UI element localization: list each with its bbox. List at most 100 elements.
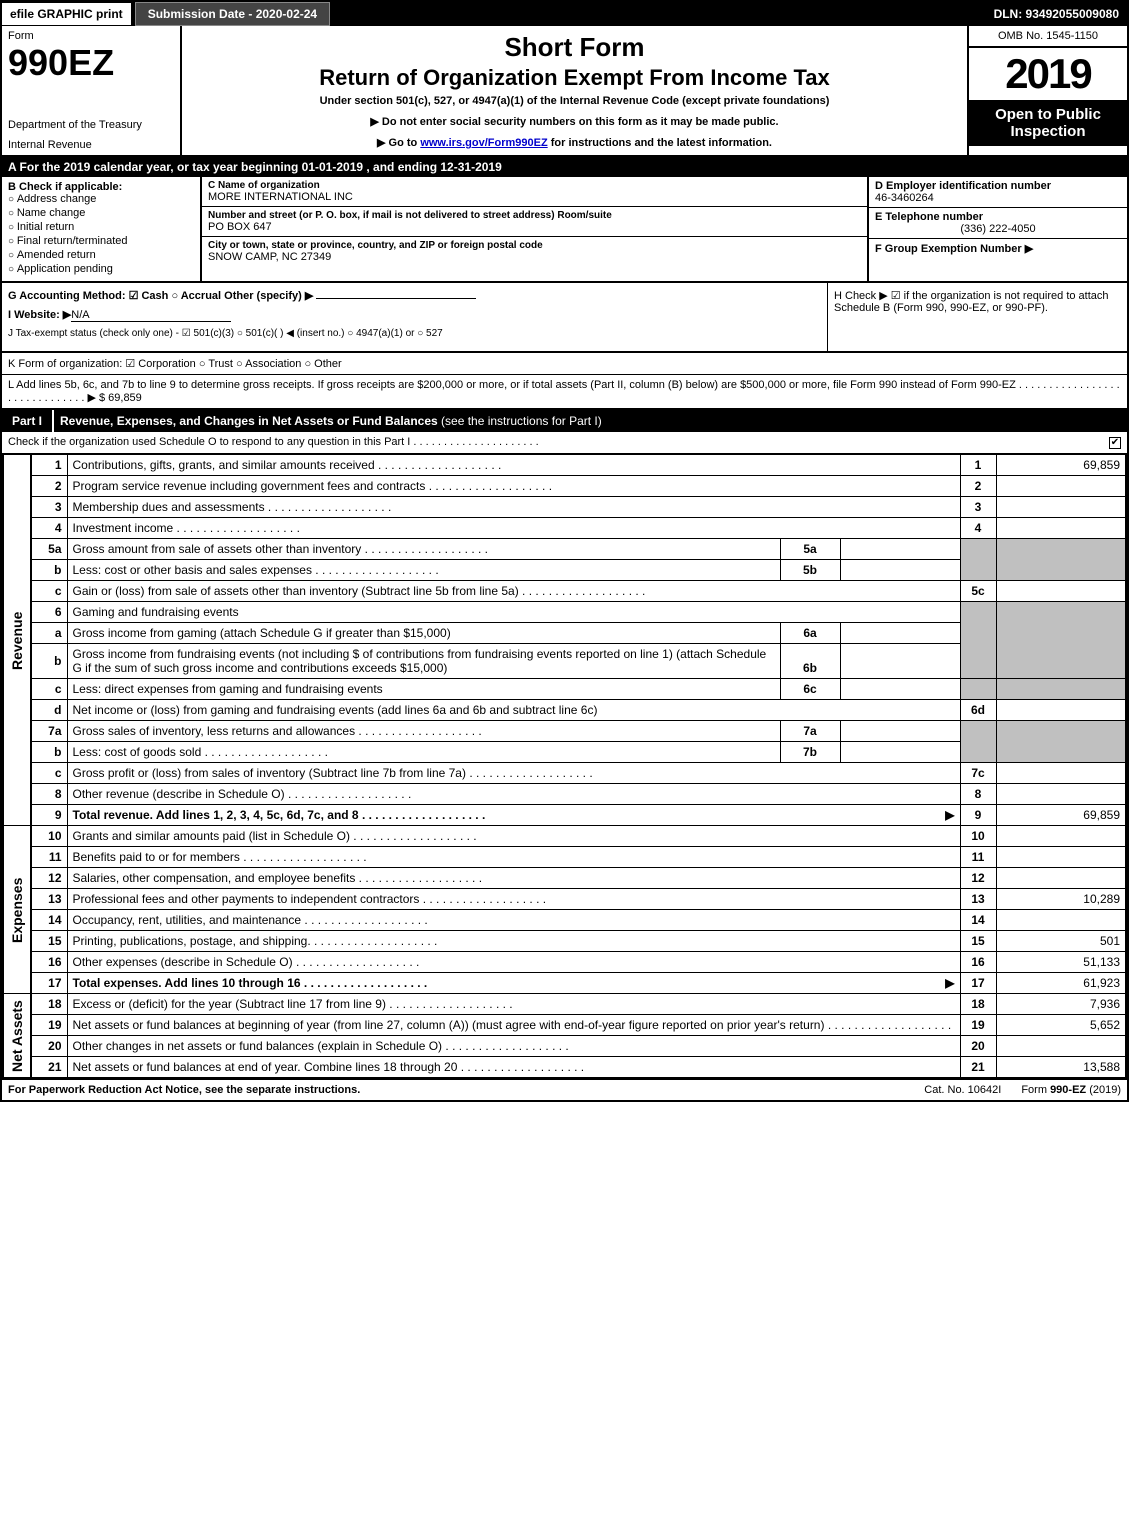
goto-pre: ▶ Go to xyxy=(377,137,420,149)
line-20-value xyxy=(996,1036,1126,1057)
line-5a-num: 5a xyxy=(31,539,67,560)
line-3-desc: Membership dues and assessments xyxy=(67,497,960,518)
accounting-website-block: G Accounting Method: ☑ Cash ○ Accrual Ot… xyxy=(2,283,1127,353)
org-info-block: B Check if applicable: Address change Na… xyxy=(2,177,1127,283)
line-18-value: 7,936 xyxy=(996,994,1126,1015)
line-5a-desc: Gross amount from sale of assets other t… xyxy=(67,539,780,560)
tax-period-row: A For the 2019 calendar year, or tax yea… xyxy=(2,157,1127,177)
goto-post: for instructions and the latest informat… xyxy=(548,137,772,149)
line-9-num: 9 xyxy=(31,805,67,826)
g-other-input[interactable] xyxy=(316,298,476,299)
line-10-desc: Grants and similar amounts paid (list in… xyxy=(67,826,960,847)
line-8-rbox: 8 xyxy=(960,784,996,805)
line-9-row: 9 Total revenue. Add lines 1, 2, 3, 4, 5… xyxy=(3,805,1126,826)
line-11-rbox: 11 xyxy=(960,847,996,868)
line-16-row: 16 Other expenses (describe in Schedule … xyxy=(3,952,1126,973)
line-7a-desc: Gross sales of inventory, less returns a… xyxy=(67,721,780,742)
phone-value: (336) 222-4050 xyxy=(875,223,1121,235)
line-18-desc: Excess or (deficit) for the year (Subtra… xyxy=(67,994,960,1015)
line-13-num: 13 xyxy=(31,889,67,910)
line-5b-subval xyxy=(840,560,960,581)
line-20-rbox: 20 xyxy=(960,1036,996,1057)
line-7b-subbox: 7b xyxy=(780,742,840,763)
line-8-num: 8 xyxy=(31,784,67,805)
part-1-title-bold: Revenue, Expenses, and Changes in Net As… xyxy=(60,414,438,428)
line-7b-desc: Less: cost of goods sold xyxy=(67,742,780,763)
info-right: D Employer identification number 46-3460… xyxy=(867,177,1127,281)
line-9-rbox: 9 xyxy=(960,805,996,826)
part-1-title-rest: (see the instructions for Part I) xyxy=(438,414,602,428)
line-3-row: 3 Membership dues and assessments 3 xyxy=(3,497,1126,518)
line-17-row: 17 Total expenses. Add lines 10 through … xyxy=(3,973,1126,994)
i-label: I Website: ▶ xyxy=(8,309,71,321)
line-13-row: 13 Professional fees and other payments … xyxy=(3,889,1126,910)
chk-initial-return[interactable]: Initial return xyxy=(8,221,194,233)
line-17-rbox: 17 xyxy=(960,973,996,994)
box-e: E Telephone number (336) 222-4050 xyxy=(869,208,1127,239)
line-8-row: 8 Other revenue (describe in Schedule O)… xyxy=(3,784,1126,805)
line-17-num: 17 xyxy=(31,973,67,994)
line-10-num: 10 xyxy=(31,826,67,847)
line-6a-num: a xyxy=(31,623,67,644)
form-ref-bold: 990-EZ xyxy=(1050,1084,1086,1096)
line-16-rbox: 16 xyxy=(960,952,996,973)
chk-final-return[interactable]: Final return/terminated xyxy=(8,235,194,247)
line-18-num: 18 xyxy=(31,994,67,1015)
line-15-num: 15 xyxy=(31,931,67,952)
line-5c-num: c xyxy=(31,581,67,602)
form-990ez-page: efile GRAPHIC print Submission Date - 20… xyxy=(0,0,1129,1102)
irs-link[interactable]: www.irs.gov/Form990EZ xyxy=(420,137,547,149)
chk-name-change[interactable]: Name change xyxy=(8,207,194,219)
line-21-value: 13,588 xyxy=(996,1057,1126,1078)
line-6c-desc: Less: direct expenses from gaming and fu… xyxy=(67,679,780,700)
line-21-row: 21 Net assets or fund balances at end of… xyxy=(3,1057,1126,1078)
line-6d-value xyxy=(996,700,1126,721)
chk-address-change[interactable]: Address change xyxy=(8,193,194,205)
org-city-row: City or town, state or province, country… xyxy=(202,237,867,266)
schedule-o-checkbox[interactable]: ✔ xyxy=(1109,437,1121,449)
line-19-desc: Net assets or fund balances at beginning… xyxy=(67,1015,960,1036)
top-bar: efile GRAPHIC print Submission Date - 20… xyxy=(2,2,1127,26)
open-to-public: Open to Public Inspection xyxy=(969,100,1127,146)
header-middle: Short Form Return of Organization Exempt… xyxy=(182,26,967,155)
line-20-row: 20 Other changes in net assets or fund b… xyxy=(3,1036,1126,1057)
efile-label[interactable]: efile GRAPHIC print xyxy=(2,3,131,25)
line-4-num: 4 xyxy=(31,518,67,539)
line-12-rbox: 12 xyxy=(960,868,996,889)
line-16-value: 51,133 xyxy=(996,952,1126,973)
line-8-value xyxy=(996,784,1126,805)
line-15-desc: Printing, publications, postage, and shi… xyxy=(67,931,960,952)
box-b: B Check if applicable: Address change Na… xyxy=(2,177,202,281)
line-7c-num: c xyxy=(31,763,67,784)
line-6b-num: b xyxy=(31,644,67,679)
line-13-value: 10,289 xyxy=(996,889,1126,910)
line-18-rbox: 18 xyxy=(960,994,996,1015)
line-6b-subval xyxy=(840,644,960,679)
line-7c-row: c Gross profit or (loss) from sales of i… xyxy=(3,763,1126,784)
line-1-rbox: 1 xyxy=(960,455,996,476)
tax-year: 2019 xyxy=(969,48,1127,100)
line-6d-row: d Net income or (loss) from gaming and f… xyxy=(3,700,1126,721)
line-7a-subval xyxy=(840,721,960,742)
submission-date-button[interactable]: Submission Date - 2020-02-24 xyxy=(135,2,330,26)
line-10-value xyxy=(996,826,1126,847)
line-20-num: 20 xyxy=(31,1036,67,1057)
form-ref-pre: Form xyxy=(1021,1084,1050,1096)
chk-amended-return[interactable]: Amended return xyxy=(8,249,194,261)
ein-label: D Employer identification number xyxy=(875,180,1121,192)
schedule-o-text: Check if the organization used Schedule … xyxy=(8,436,539,448)
line-17-desc: Total expenses. Add lines 10 through 16 … xyxy=(67,973,960,994)
line-2-num: 2 xyxy=(31,476,67,497)
line-16-num: 16 xyxy=(31,952,67,973)
dln-label: DLN: 93492055009080 xyxy=(986,3,1127,25)
website-value: N/A xyxy=(71,309,231,322)
dept-treasury: Department of the Treasury xyxy=(8,119,174,131)
line-11-num: 11 xyxy=(31,847,67,868)
line-6-row: 6 Gaming and fundraising events xyxy=(3,602,1126,623)
box-c: C Name of organization MORE INTERNATIONA… xyxy=(202,177,867,281)
line-6b-desc: Gross income from fundraising events (no… xyxy=(67,644,780,679)
short-form-title: Short Form xyxy=(192,32,957,63)
form-number: 990EZ xyxy=(8,42,174,84)
chk-application-pending[interactable]: Application pending xyxy=(8,263,194,275)
line-6c-grey xyxy=(960,679,996,700)
